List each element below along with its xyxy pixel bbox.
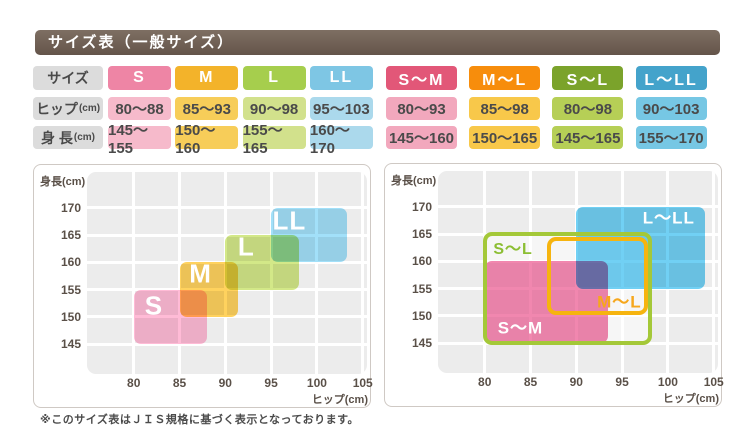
region-label-LL: LL <box>272 205 307 236</box>
y-tick-170: 170 <box>411 199 432 214</box>
plot-area <box>87 172 367 374</box>
x-tick-100: 100 <box>306 376 327 390</box>
row-label-unit: (cm) <box>78 103 101 114</box>
jis-footnote: ※このサイズ表はＪＩＳ規格に基づく表示となっております。 <box>40 414 360 426</box>
region-label-L: L <box>237 231 255 262</box>
hip-range-M: 85〜93 <box>175 97 239 120</box>
region-S〜L <box>482 232 652 346</box>
region-label-S〜L: S〜L <box>493 241 533 259</box>
region-label-S: S <box>144 290 164 321</box>
size-col-header-LL: LL <box>309 66 373 90</box>
gridline-x-80 <box>132 172 136 374</box>
region-M〜L <box>546 236 648 316</box>
x-tick-105: 105 <box>352 376 373 390</box>
y-tick-150: 150 <box>60 309 81 324</box>
region-label-L〜LL: L〜LL <box>642 208 695 228</box>
size-col-header-S〜M: S〜M <box>386 66 457 90</box>
hip-range-S: 80〜88 <box>108 97 171 120</box>
height-range-M: 150〜160 <box>175 122 239 157</box>
x-tick-80: 80 <box>478 375 492 389</box>
height-range-S〜L: 145〜165 <box>552 126 624 149</box>
region-L〜LL <box>576 206 705 289</box>
y-tick-165: 165 <box>411 227 432 242</box>
row-label-2: 身 長 (cm) <box>33 126 103 149</box>
gridline-y-170 <box>438 205 718 209</box>
region-label-M〜L: M〜L <box>597 292 642 312</box>
x-tick-105: 105 <box>703 375 724 389</box>
x-axis-label: ヒップ(cm) <box>662 393 719 405</box>
y-tick-150: 150 <box>411 308 432 323</box>
row-label-text: ヒップ <box>35 100 78 117</box>
hip-range-L: 90〜98 <box>242 97 306 120</box>
y-tick-155: 155 <box>60 282 81 297</box>
hip-range-S〜M: 80〜93 <box>386 97 457 120</box>
x-tick-85: 85 <box>523 375 538 389</box>
gridline-y-150 <box>87 315 367 319</box>
size-col-header-L: L <box>242 66 306 90</box>
region-label-S〜M: S〜M <box>497 318 544 338</box>
y-tick-155: 155 <box>411 281 432 296</box>
page-title: サイズ表（一般サイズ） <box>35 30 720 55</box>
x-tick-90: 90 <box>569 375 583 389</box>
gridline-x-100 <box>315 172 319 374</box>
hip-range-M〜L: 85〜98 <box>469 97 541 120</box>
height-range-L: 155〜165 <box>242 122 306 157</box>
chart-panel-0: 身長(cm) S M L LL 170 165 160 155 150 145 80 85 90 95 100… <box>33 164 373 408</box>
region-label-M: M <box>189 258 212 289</box>
x-tick-95: 95 <box>264 376 278 390</box>
y-tick-170: 170 <box>60 200 81 215</box>
height-range-L〜LL: 155〜170 <box>635 126 707 149</box>
gridline-y-170 <box>87 206 367 210</box>
size-col-header-S〜L: S〜L <box>552 66 624 90</box>
height-range-LL: 160〜170 <box>309 122 373 157</box>
row-label-text: 身 長 <box>40 129 73 146</box>
x-tick-100: 100 <box>657 375 678 389</box>
y-tick-160: 160 <box>411 254 432 269</box>
y-tick-145: 145 <box>411 336 432 351</box>
gridline-y-145 <box>87 342 367 346</box>
y-axis-label: 身長(cm) <box>391 175 437 187</box>
gridline-x-105 <box>712 171 716 373</box>
height-range-S: 145〜155 <box>108 122 171 157</box>
hip-range-L〜LL: 90〜103 <box>635 97 707 120</box>
x-tick-95: 95 <box>615 375 629 389</box>
x-tick-85: 85 <box>172 376 187 390</box>
hip-range-S〜L: 80〜98 <box>552 97 624 120</box>
y-tick-165: 165 <box>60 228 81 243</box>
size-col-header-S: S <box>108 66 171 90</box>
x-axis-label: ヒップ(cm) <box>311 394 368 406</box>
row-label-unit: (cm) <box>73 132 95 143</box>
y-tick-160: 160 <box>60 255 81 270</box>
x-tick-90: 90 <box>218 376 232 390</box>
y-tick-145: 145 <box>60 337 81 352</box>
row-label-0: サイズ <box>33 66 103 90</box>
hip-range-LL: 95〜103 <box>309 97 373 120</box>
size-col-header-L〜LL: L〜LL <box>635 66 707 90</box>
height-range-S〜M: 145〜160 <box>386 126 457 149</box>
chart-panel-1: 身長(cm) S〜M L〜LL M〜L S〜L 170 165 160 155 150 145 80 8… <box>384 163 724 407</box>
size-col-header-M〜L: M〜L <box>469 66 541 90</box>
row-label-1: ヒップ (cm) <box>33 97 103 120</box>
x-tick-80: 80 <box>127 376 141 390</box>
gridline-x-105 <box>361 172 365 374</box>
region-LL <box>271 207 348 263</box>
size-col-header-M: M <box>175 66 239 90</box>
gridline-y-165 <box>87 233 367 237</box>
height-range-M〜L: 150〜165 <box>469 126 541 149</box>
y-axis-label: 身長(cm) <box>40 176 86 188</box>
